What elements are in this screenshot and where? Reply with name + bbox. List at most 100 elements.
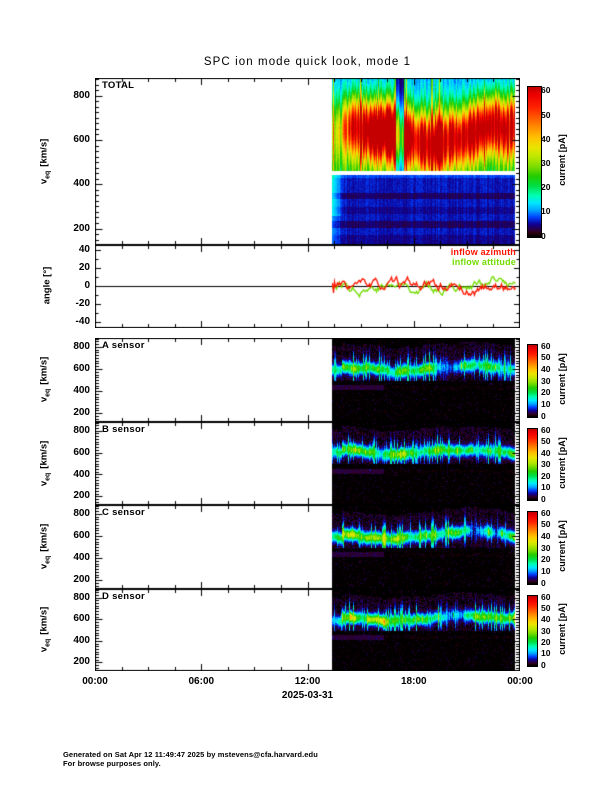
velocity-tick-label: 400	[73, 468, 90, 480]
velocity-axis-label: veq [km/s]	[39, 569, 52, 689]
velocity-axis-label-unit: [km/s]	[38, 356, 50, 385]
angle-tick-label: 0	[84, 280, 90, 291]
velocity-tick-label: 600	[73, 446, 90, 458]
colorbar	[527, 344, 538, 418]
angle-axis-label: angle [°]	[41, 266, 53, 305]
legend-inflow-attitude: inflow attitude	[452, 256, 516, 267]
velocity-tick-label: 800	[73, 591, 90, 603]
colorbar-tick-label: 30	[541, 375, 551, 386]
colorbar-tick-label: 10	[541, 206, 551, 217]
velocity-axis-label-v: v	[38, 480, 50, 487]
colorbar-tick-label: 40	[541, 364, 551, 374]
colorbar	[527, 428, 538, 501]
colorbar-tick-label: 20	[541, 182, 551, 193]
colorbar-title: current [pA]	[557, 603, 567, 655]
colorbar-tick-label: 60	[541, 340, 551, 351]
colorbar-tick-label: 60	[541, 85, 551, 96]
velocity-tick-label: 200	[73, 490, 90, 502]
colorbar	[527, 595, 538, 667]
footer: Generated on Sat Apr 12 11:49:47 2025 by…	[63, 750, 318, 768]
time-tick-label: 18:00	[401, 676, 427, 687]
velocity-axis-label-sub: eq	[44, 555, 52, 564]
colorbar-tick-label: 0	[541, 410, 546, 421]
panel-inflow-angle: inflow azimuth inflow attitude	[95, 245, 520, 328]
colorbar-tick-label: 30	[541, 542, 551, 553]
velocity-tick-label: 800	[73, 507, 90, 519]
colorbar-tick-label: 20	[541, 554, 551, 565]
footer-browse-line: For browse purposes only.	[63, 758, 161, 768]
colorbar-tick-label: 20	[541, 636, 551, 647]
colorbar-tick-label: 50	[541, 109, 551, 120]
legend: inflow azimuth inflow attitude	[450, 247, 516, 267]
velocity-tick-label: 800	[73, 89, 90, 101]
angle-tick-label: 20	[78, 261, 90, 273]
velocity-tick-label: 400	[73, 634, 90, 646]
c-sensor-spectrogram-canvas	[95, 505, 520, 589]
page-title: SPC ion mode quick look, mode 1	[203, 56, 412, 68]
panel-c-sensor: C sensor	[95, 505, 520, 589]
colorbar-tick-label: 0	[541, 493, 546, 504]
colorbar-tick-label: 40	[541, 133, 551, 144]
velocity-axis-label-sub: eq	[44, 388, 52, 397]
velocity-axis-label: veq [km/s]	[39, 101, 52, 221]
colorbar	[527, 86, 542, 238]
colorbar-tick-label: 50	[541, 519, 551, 530]
velocity-axis-label-unit: [km/s]	[38, 606, 50, 635]
velocity-tick-label: 600	[73, 530, 90, 541]
footer-generated-line: Generated on Sat Apr 12 11:49:47 2025 by…	[63, 750, 318, 759]
panel-b-sensor: B sensor	[95, 422, 520, 505]
colorbar-tick-label: 20	[541, 387, 551, 398]
angle-tick-label: 40	[78, 243, 90, 255]
b-sensor-spectrogram-canvas	[95, 422, 520, 505]
a-sensor-spectrogram-canvas	[95, 338, 520, 422]
velocity-axis-label-v: v	[38, 178, 50, 185]
colorbar-tick-label: 30	[541, 459, 551, 470]
date-label: 2025-03-31	[281, 690, 334, 701]
velocity-tick-label: 400	[73, 552, 90, 564]
panel-total-spectrogram: TOTAL	[95, 78, 520, 245]
velocity-tick-label: 600	[73, 134, 90, 145]
angle-tick-label: -20	[75, 298, 90, 310]
velocity-axis-label-sub: eq	[44, 638, 52, 647]
velocity-tick-label: 200	[73, 222, 90, 234]
velocity-axis-label-sub: eq	[44, 472, 52, 481]
velocity-axis-label-unit: [km/s]	[38, 138, 50, 167]
panel-label-a-sensor: A sensor	[102, 340, 145, 351]
panel-label-d-sensor: D sensor	[102, 591, 146, 602]
colorbar-tick-label: 10	[541, 398, 551, 409]
colorbar-tick-label: 50	[541, 603, 551, 613]
time-tick-label: 12:00	[294, 676, 321, 687]
panel-a-sensor: A sensor	[95, 338, 520, 422]
colorbar-tick-label: 30	[541, 157, 551, 168]
colorbar-tick-label: 10	[541, 565, 551, 576]
velocity-axis-label-sub: eq	[44, 170, 52, 179]
colorbar-tick-label: 50	[541, 436, 551, 447]
panel-label-c-sensor: C sensor	[102, 507, 146, 518]
colorbar-tick-label: 40	[541, 614, 551, 625]
colorbar-tick-label: 30	[541, 625, 551, 636]
velocity-axis-label-v: v	[38, 646, 50, 653]
colorbar-title: current [pA]	[557, 134, 567, 186]
velocity-tick-label: 400	[73, 385, 90, 397]
colorbar-tick-label: 20	[541, 470, 551, 481]
colorbar-tick-label: 40	[541, 447, 551, 458]
total-spectrogram-canvas	[95, 78, 520, 245]
colorbar-tick-label: 60	[541, 424, 551, 435]
velocity-axis-label-unit: [km/s]	[38, 440, 50, 469]
velocity-tick-label: 800	[73, 340, 90, 352]
colorbar-tick-label: 10	[541, 648, 551, 659]
legend-inflow-azimuth: inflow azimuth	[450, 247, 516, 257]
velocity-tick-label: 200	[73, 574, 90, 586]
panel-label-b-sensor: B sensor	[102, 424, 146, 435]
velocity-axis-label-unit: [km/s]	[38, 523, 50, 552]
velocity-tick-label: 600	[73, 613, 90, 625]
panel-label-total: TOTAL	[102, 80, 135, 91]
colorbar-tick-label: 0	[541, 659, 546, 670]
angle-tick-label: -40	[75, 316, 90, 328]
angle-plot-canvas	[95, 245, 520, 328]
velocity-axis-label-v: v	[38, 396, 50, 403]
velocity-tick-label: 200	[73, 656, 90, 668]
colorbar-tick-label: 40	[541, 531, 551, 541]
colorbar-tick-label: 60	[541, 507, 551, 518]
d-sensor-spectrogram-canvas	[95, 589, 520, 671]
